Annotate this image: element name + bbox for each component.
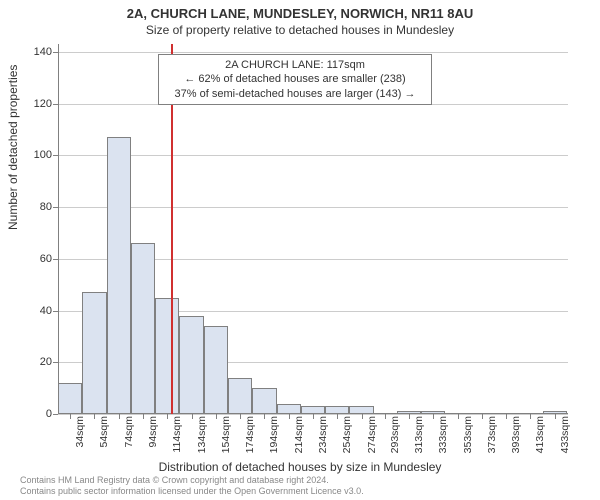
xtick-label: 134sqm bbox=[196, 416, 208, 453]
xtick-label: 214sqm bbox=[293, 416, 305, 453]
xtick-mark bbox=[337, 414, 338, 419]
ytick-label: 20 bbox=[22, 356, 52, 368]
xtick-mark bbox=[167, 414, 168, 419]
xtick-label: 393sqm bbox=[510, 416, 522, 453]
xtick-mark bbox=[216, 414, 217, 419]
xtick-label: 333sqm bbox=[437, 416, 449, 453]
xtick-mark bbox=[458, 414, 459, 419]
histogram-bar bbox=[58, 383, 82, 414]
xtick-mark bbox=[530, 414, 531, 419]
x-axis-line bbox=[58, 413, 568, 414]
xtick-label: 433sqm bbox=[559, 416, 571, 453]
xtick-label: 373sqm bbox=[486, 416, 498, 453]
x-axis-label: Distribution of detached houses by size … bbox=[0, 460, 600, 474]
plot-region: 34sqm54sqm74sqm94sqm114sqm134sqm154sqm17… bbox=[58, 44, 568, 414]
xtick-mark bbox=[409, 414, 410, 419]
xtick-label: 34sqm bbox=[74, 416, 86, 448]
xtick-label: 154sqm bbox=[220, 416, 232, 453]
histogram-bar bbox=[204, 326, 228, 414]
y-axis-line bbox=[58, 44, 59, 414]
ytick-label: 140 bbox=[22, 46, 52, 58]
xtick-label: 174sqm bbox=[244, 416, 256, 453]
xtick-mark bbox=[94, 414, 95, 419]
xtick-label: 254sqm bbox=[341, 416, 353, 453]
ytick-mark bbox=[53, 414, 58, 415]
xtick-label: 54sqm bbox=[98, 416, 110, 448]
xtick-mark bbox=[555, 414, 556, 419]
histogram-bar bbox=[82, 292, 106, 414]
histogram-bar bbox=[107, 137, 131, 414]
xtick-label: 194sqm bbox=[268, 416, 280, 453]
xtick-mark bbox=[313, 414, 314, 419]
ytick-label: 60 bbox=[22, 253, 52, 265]
ytick-label: 80 bbox=[22, 201, 52, 213]
xtick-mark bbox=[240, 414, 241, 419]
ytick-label: 40 bbox=[22, 305, 52, 317]
annotation-line: 37% of semi-detached houses are larger (… bbox=[165, 87, 425, 101]
xtick-mark bbox=[362, 414, 363, 419]
xtick-label: 293sqm bbox=[389, 416, 401, 453]
chart-plot-area: 34sqm54sqm74sqm94sqm114sqm134sqm154sqm17… bbox=[58, 44, 568, 414]
annotation-line: 2A CHURCH LANE: 117sqm bbox=[165, 58, 425, 72]
xtick-label: 313sqm bbox=[413, 416, 425, 453]
ytick-label: 0 bbox=[22, 408, 52, 420]
chart-container: 2A, CHURCH LANE, MUNDESLEY, NORWICH, NR1… bbox=[0, 0, 600, 500]
footer-attribution: Contains HM Land Registry data © Crown c… bbox=[20, 475, 364, 497]
y-axis-label: Number of detached properties bbox=[6, 65, 20, 230]
gridline bbox=[58, 52, 568, 53]
histogram-bar bbox=[131, 243, 155, 414]
xtick-label: 353sqm bbox=[462, 416, 474, 453]
gridline bbox=[58, 155, 568, 156]
histogram-bar bbox=[228, 378, 252, 414]
xtick-mark bbox=[119, 414, 120, 419]
xtick-label: 94sqm bbox=[147, 416, 159, 448]
xtick-label: 114sqm bbox=[171, 416, 183, 453]
histogram-bar bbox=[155, 298, 179, 414]
gridline bbox=[58, 207, 568, 208]
annotation-box: 2A CHURCH LANE: 117sqm← 62% of detached … bbox=[158, 54, 432, 105]
xtick-mark bbox=[70, 414, 71, 419]
chart-title-sub: Size of property relative to detached ho… bbox=[0, 21, 600, 37]
xtick-mark bbox=[264, 414, 265, 419]
footer-line2: Contains public sector information licen… bbox=[20, 486, 364, 497]
xtick-mark bbox=[385, 414, 386, 419]
xtick-label: 413sqm bbox=[534, 416, 546, 453]
histogram-bar bbox=[252, 388, 276, 414]
annotation-line: ← 62% of detached houses are smaller (23… bbox=[165, 72, 425, 86]
ytick-label: 100 bbox=[22, 149, 52, 161]
footer-line1: Contains HM Land Registry data © Crown c… bbox=[20, 475, 364, 486]
xtick-mark bbox=[192, 414, 193, 419]
xtick-mark bbox=[506, 414, 507, 419]
chart-title-main: 2A, CHURCH LANE, MUNDESLEY, NORWICH, NR1… bbox=[0, 0, 600, 21]
xtick-label: 74sqm bbox=[123, 416, 135, 448]
xtick-mark bbox=[482, 414, 483, 419]
xtick-label: 234sqm bbox=[317, 416, 329, 453]
histogram-bar bbox=[179, 316, 203, 414]
xtick-mark bbox=[433, 414, 434, 419]
xtick-label: 274sqm bbox=[366, 416, 378, 453]
ytick-label: 120 bbox=[22, 98, 52, 110]
xtick-mark bbox=[143, 414, 144, 419]
xtick-mark bbox=[289, 414, 290, 419]
